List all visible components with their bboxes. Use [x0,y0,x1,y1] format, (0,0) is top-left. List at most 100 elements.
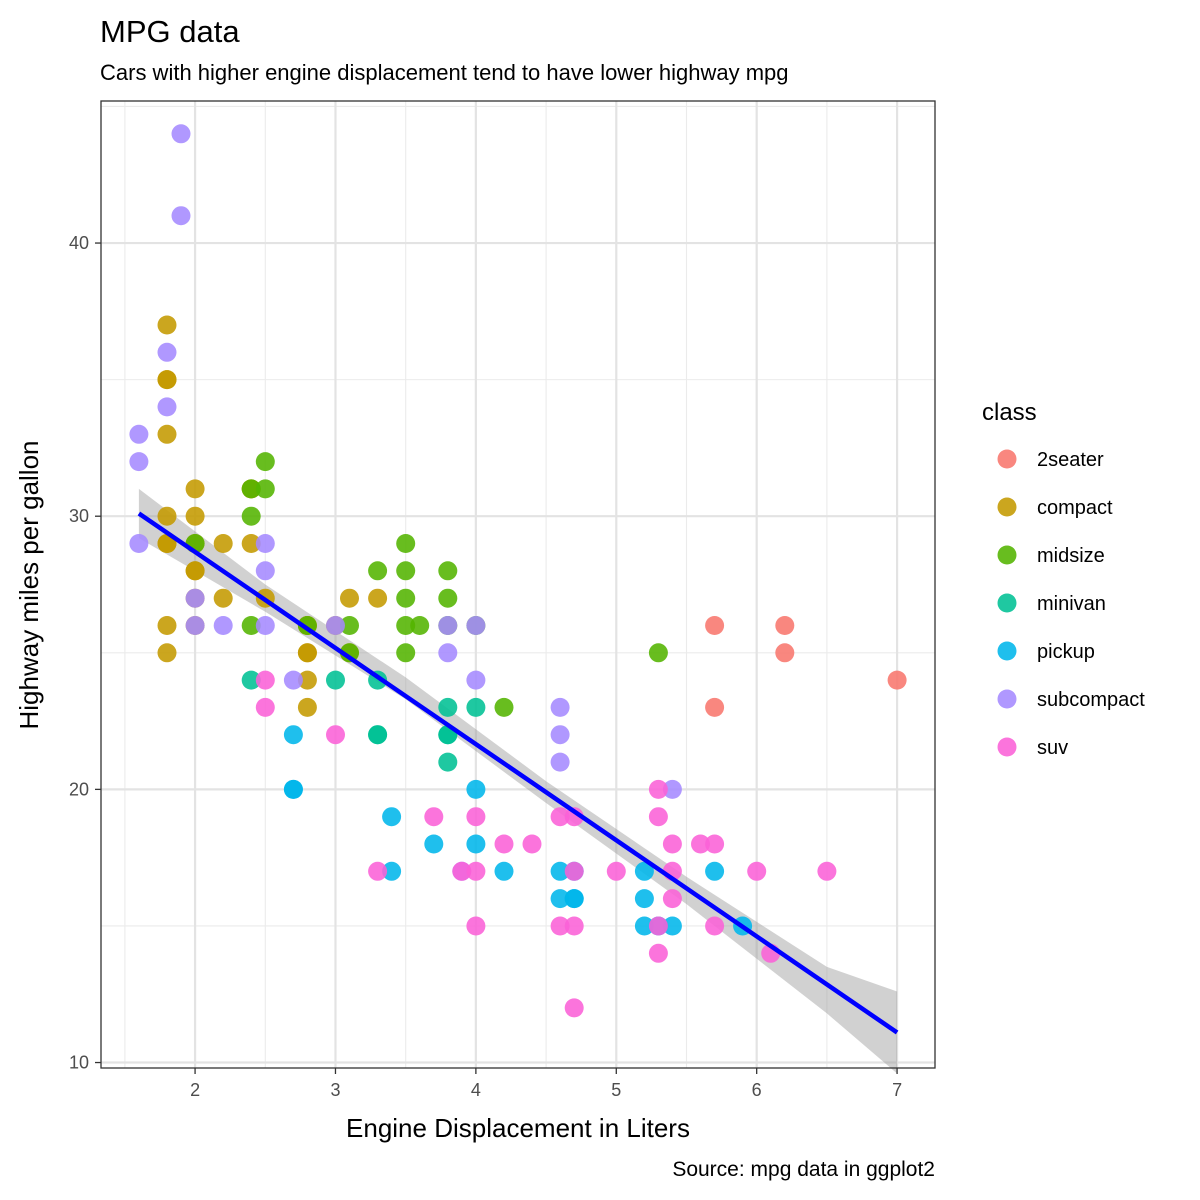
y-tick-label: 20 [69,779,89,799]
point-midsize [494,697,514,717]
point-2seater [705,697,725,717]
point-subcompact [171,206,191,226]
point-subcompact [283,670,303,690]
point-suv [648,916,668,936]
y-tick-label: 30 [69,506,89,526]
chart-caption: Source: mpg data in ggplot2 [672,1158,935,1181]
legend-key-midsize [997,545,1017,565]
legend-label-midsize: midsize [1037,545,1105,567]
y-tick-label: 10 [69,1053,89,1073]
confidence-ribbon [138,488,898,1074]
point-minivan [438,752,458,772]
point-pickup [662,916,682,936]
point-midsize [396,534,416,553]
point-suv [648,779,668,799]
point-compact [241,534,261,553]
point-compact [213,534,233,553]
point-suv [368,861,388,881]
point-2seater [887,670,907,690]
legend-key-subcompact [997,689,1017,709]
point-subcompact [129,424,149,444]
point-compact [157,506,177,526]
legend-label-2seater: 2seater [1037,449,1104,471]
minor-gridlines [101,101,935,1068]
point-compact [185,506,205,526]
point-suv [494,834,514,854]
point-2seater [705,616,725,635]
point-subcompact [550,752,570,772]
point-subcompact [255,561,275,581]
point-subcompact [438,643,458,663]
point-pickup [283,779,303,799]
point-compact [157,315,177,335]
point-suv [550,807,570,827]
point-midsize [255,452,275,472]
point-compact [185,561,205,581]
point-suv [522,834,542,854]
point-suv [255,697,275,717]
point-pickup [705,861,725,881]
point-subcompact [550,697,570,717]
point-midsize [438,588,458,608]
point-midsize [410,616,430,635]
point-midsize [241,616,261,635]
point-midsize [396,616,416,635]
point-pickup [382,807,402,827]
point-pickup [564,889,584,909]
plot-panel-border [100,100,936,1069]
point-minivan [326,670,345,690]
point-subcompact [466,616,486,635]
point-pickup [466,834,486,854]
confidence-band [138,488,898,1074]
y-axis-title: Highway miles per gallon [14,440,44,729]
point-compact [157,424,177,444]
point-suv [662,889,682,909]
point-suv [424,807,444,827]
point-suv [691,834,710,854]
point-compact [297,670,317,690]
trend-line [137,511,899,1035]
point-2seater [775,643,795,663]
point-subcompact [171,124,191,144]
point-subcompact [326,616,345,635]
point-suv [550,916,570,936]
point-suv [705,834,725,854]
point-subcompact [438,616,458,635]
point-subcompact [662,779,682,799]
point-midsize [340,616,359,635]
legend-key-minivan [997,593,1017,613]
point-suv [326,725,345,745]
point-pickup [466,779,486,799]
x-tick-label: 7 [892,1080,902,1100]
point-midsize [438,561,458,581]
legend-key-compact [997,497,1017,517]
point-subcompact [157,397,177,417]
point-compact [157,643,177,663]
plot-panel [100,100,936,1074]
legend: class 2seater compact midsize minivan pickup… [982,399,1145,759]
legend-label-subcompact: subcompact [1037,689,1145,711]
point-subcompact [213,616,233,635]
legend-label-compact: compact [1037,497,1113,519]
point-pickup [382,861,402,881]
point-suv [564,916,584,936]
point-pickup [634,861,654,881]
point-midsize [396,643,416,663]
y-axis-ticks: 10 20 30 40 [69,233,101,1073]
point-subcompact [157,342,177,362]
point-pickup [283,725,303,745]
legend-title: class [982,399,1037,426]
chart-title: MPG data [100,14,240,49]
legend-label-minivan: minivan [1037,593,1106,615]
point-suv [466,916,486,936]
point-suv [747,861,767,881]
x-axis-title: Engine Displacement in Liters [346,1113,690,1143]
point-compact [157,534,177,553]
point-suv [466,807,486,827]
point-subcompact [129,534,149,553]
legend-key-suv [997,737,1017,757]
point-minivan [466,697,486,717]
legend-items: 2seater compact midsize minivan pickup subcom… [997,449,1145,759]
point-compact [185,479,205,499]
